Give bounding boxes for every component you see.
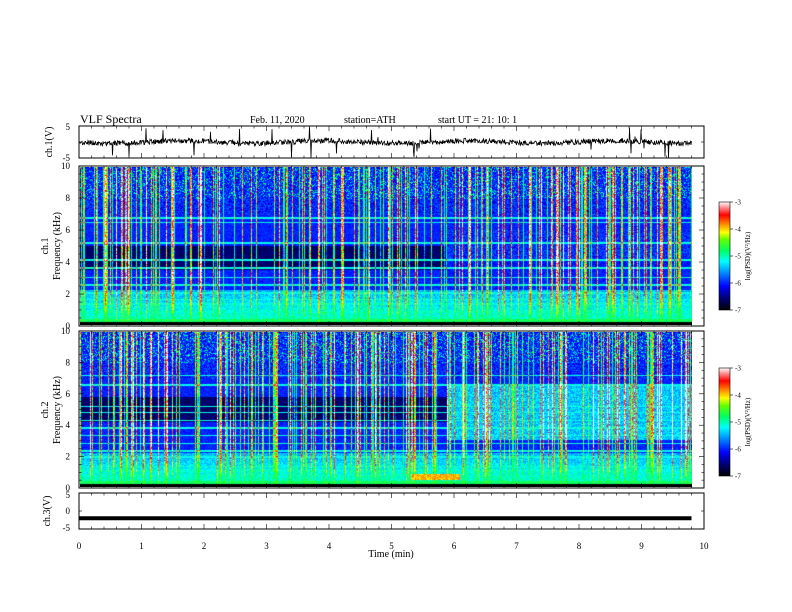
colorbar-tick-label: -5 — [735, 253, 741, 261]
time-tick-label: 6 — [452, 541, 457, 551]
time-tick-label: 4 — [327, 541, 332, 551]
colorbar-tick-label: -4 — [735, 392, 741, 400]
time-tick-label: 1 — [139, 541, 144, 551]
frequency-tick-label: 0 — [66, 483, 71, 493]
colorbar-tick-label: -3 — [735, 199, 741, 207]
colorbar-tick-label: -4 — [735, 226, 741, 234]
frequency-tick-label: 8 — [66, 193, 71, 203]
ch1-spectrogram-image — [80, 167, 692, 325]
frequency-tick-label: 10 — [61, 326, 71, 336]
frequency-tick-label: 2 — [66, 452, 71, 462]
ch3-ytick-bottom: -5 — [63, 523, 71, 533]
time-tick-label: 0 — [77, 541, 82, 551]
time-tick-label: 9 — [639, 541, 644, 551]
ch3-waveform-ticks — [78, 492, 705, 530]
colorbar-tick-label: -7 — [735, 473, 741, 481]
colorbar-tick-label: -7 — [735, 307, 741, 315]
frequency-tick-label: 2 — [66, 289, 71, 299]
frequency-tick-label: 10 — [61, 161, 71, 171]
colorbar-tick-label: -5 — [735, 419, 741, 427]
ch1-spectrogram-ylabel-channel: ch.1 — [40, 238, 51, 255]
frequency-tick-label: 8 — [66, 357, 71, 367]
figure-title: VLF Spectra — [80, 112, 142, 126]
frequency-tick-label: 6 — [66, 225, 71, 235]
time-tick-label: 3 — [264, 541, 269, 551]
colorbar-tick-label: -6 — [735, 280, 741, 288]
ch2-colorbar-label: log(PSD)(V²/Hz) — [744, 397, 752, 446]
ch1-waveform-ticks — [78, 125, 705, 159]
time-tick-label: 10 — [700, 541, 710, 551]
ch1-colorbar — [718, 201, 731, 311]
station-label: station=ATH — [344, 115, 396, 126]
frequency-tick-label: 4 — [66, 257, 71, 267]
time-axis-label: Time (min) — [368, 549, 413, 560]
ch3-ytick-top: 5 — [66, 490, 71, 500]
time-tick-label: 7 — [514, 541, 519, 551]
ch1-waveform-ylabel: ch.1(V) — [44, 127, 55, 158]
ch2-spectrogram-ylabel-frequency: Frequency (kHz) — [52, 376, 63, 444]
ch2-colorbar — [718, 367, 731, 477]
start-time-label: start UT = 21: 10: 1 — [438, 115, 517, 126]
frequency-tick-label: 4 — [66, 420, 71, 430]
ch2-spectrogram-image — [80, 332, 692, 487]
date-label: Feb. 11, 2020 — [250, 115, 305, 126]
time-tick-label: 2 — [202, 541, 207, 551]
colorbar-tick-label: -3 — [735, 365, 741, 373]
ch1-spectrogram-ticks — [78, 165, 705, 327]
ch3-waveform-frame — [78, 492, 705, 530]
ch1-waveform-panel: 5 -5 ch.1(V) — [44, 122, 705, 163]
ch1-spectrogram-ytick-labels: 0 2 4 6 8 10 — [61, 161, 71, 331]
ch2-spectrogram-ylabel-channel: ch.2 — [40, 402, 51, 419]
ch2-spectrogram-ticks — [78, 330, 705, 489]
ch1-waveform-trace — [78, 126, 692, 159]
time-axis-tick-labels: 0 1 2 3 4 5 6 7 8 9 10 — [77, 541, 709, 551]
ch3-waveform-ylabel: ch.3(V) — [42, 496, 53, 527]
ch2-spectrogram-ytick-labels: 0 2 4 6 8 10 — [61, 326, 71, 493]
time-tick-label: 8 — [577, 541, 582, 551]
ch1-colorbar-label: log(PSD)(V²/Hz) — [744, 231, 752, 280]
colorbar-tick-label: -6 — [735, 446, 741, 454]
frequency-tick-label: 6 — [66, 389, 71, 399]
ch1-spectrogram-ylabel-frequency: Frequency (kHz) — [52, 212, 63, 280]
ch2-colorbar-ticks: -3 -4 -5 -6 -7 — [730, 365, 741, 481]
time-tick-label: 5 — [389, 541, 394, 551]
ch3-ytick-middle: 0 — [66, 506, 71, 516]
ch3-waveform-panel: 5 0 -5 ch.3(V) 0 1 2 3 4 5 6 7 8 9 10 Time (min) — [42, 490, 709, 560]
ch1-ytick-bottom: -5 — [63, 153, 71, 163]
ch1-ytick-top: 5 — [66, 122, 71, 132]
frequency-tick-label: 0 — [66, 321, 71, 331]
ch1-colorbar-ticks: -3 -4 -5 -6 -7 — [730, 199, 741, 315]
